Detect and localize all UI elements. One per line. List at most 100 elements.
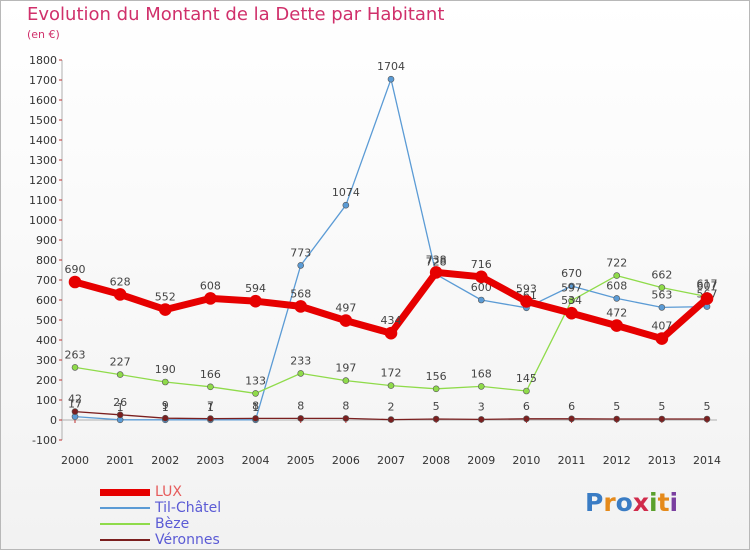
data-label-veronnes: 26 (113, 396, 127, 409)
data-point-beze (71, 364, 79, 371)
data-label-til-chatel: 600 (471, 281, 492, 294)
y-axis-unit: (en €) (27, 28, 60, 41)
data-label-veronnes: 5 (433, 400, 440, 413)
y-tick-label: 1400 (29, 134, 57, 147)
logo-letter: x (632, 488, 649, 517)
x-tick-label: 2003 (196, 454, 224, 467)
data-label-til-chatel: 1 (117, 401, 124, 414)
data-point-lux (113, 288, 127, 301)
y-tick-label: 200 (36, 374, 57, 387)
proxiti-logo: Proxiti (585, 488, 678, 517)
data-point-veronnes (116, 411, 124, 419)
x-tick-label: 2007 (377, 454, 405, 467)
data-point-beze (613, 272, 621, 279)
data-point-lux (655, 332, 669, 345)
data-label-lux: 690 (65, 263, 86, 276)
data-label-veronnes: 5 (658, 400, 665, 413)
data-label-veronnes: 8 (252, 399, 259, 412)
legend-swatch (100, 523, 150, 525)
data-label-beze: 190 (155, 363, 176, 376)
data-point-beze (297, 370, 305, 377)
x-tick-label: 2001 (106, 454, 134, 467)
y-tick-label: 1700 (29, 74, 57, 87)
data-point-veronnes (432, 415, 440, 423)
data-point-til-chatel (613, 295, 621, 302)
data-label-lux: 608 (200, 279, 221, 292)
y-tick-label: 1300 (29, 154, 57, 167)
legend-label: Véronnes (155, 532, 220, 548)
data-label-veronnes: 8 (342, 399, 349, 412)
x-tick-label: 2005 (287, 454, 315, 467)
data-label-veronnes: 9 (162, 399, 169, 412)
y-tick-label: 800 (36, 254, 57, 267)
logo-letter: i (649, 488, 658, 517)
data-point-veronnes (342, 415, 350, 422)
y-tick-label: 300 (36, 354, 57, 367)
data-label-veronnes: 5 (613, 400, 620, 413)
data-point-beze (342, 377, 350, 384)
logo-letter: r (603, 488, 616, 517)
data-point-til-chatel (342, 201, 350, 209)
data-label-veronnes: 5 (704, 400, 711, 413)
data-point-lux (565, 306, 578, 320)
data-label-beze: 722 (606, 257, 627, 270)
data-point-beze (387, 382, 395, 389)
y-tick-label: 100 (36, 394, 57, 407)
y-tick-label: 600 (36, 294, 57, 307)
data-label-beze: 133 (245, 374, 266, 387)
y-tick-label: 500 (36, 314, 57, 327)
data-point-veronnes (161, 414, 169, 422)
legend-swatch (100, 539, 150, 541)
logo-letter: o (615, 488, 633, 517)
data-label-lux: 568 (290, 287, 311, 300)
data-point-beze (568, 297, 575, 304)
logo-letter: i (669, 488, 679, 517)
data-point-lux (474, 270, 488, 284)
data-point-lux (204, 292, 217, 305)
data-label-til-chatel: 773 (290, 246, 311, 259)
data-point-til-chatel (568, 282, 575, 290)
data-label-lux: 472 (606, 307, 627, 320)
data-point-veronnes (658, 415, 666, 423)
data-label-lux: 628 (110, 275, 131, 288)
data-label-til-chatel: 1704 (377, 60, 405, 73)
x-tick-label: 2009 (467, 454, 495, 467)
data-label-veronnes: 3 (478, 400, 485, 413)
data-label-beze: 197 (335, 362, 356, 375)
data-label-veronnes: 42 (68, 393, 82, 406)
data-label-beze: 227 (110, 356, 131, 369)
data-point-lux (249, 294, 262, 308)
data-label-veronnes: 8 (297, 399, 304, 412)
data-label-til-chatel: 1 (207, 401, 214, 414)
data-label-lux: 716 (471, 258, 492, 271)
data-label-til-chatel: 17 (68, 398, 82, 411)
data-label-lux: 594 (245, 282, 266, 295)
data-label-til-chatel: 1074 (332, 186, 360, 199)
x-tick-label: 2000 (61, 454, 89, 467)
data-label-beze: 662 (651, 269, 672, 282)
data-point-til-chatel (387, 75, 395, 83)
x-tick-label: 2014 (693, 454, 721, 467)
data-label-til-chatel: 1 (252, 401, 259, 414)
data-point-lux (339, 314, 353, 327)
y-tick-label: 1800 (29, 54, 57, 67)
x-tick-label: 2002 (151, 454, 179, 467)
data-point-beze (523, 387, 530, 395)
x-tick-label: 2008 (422, 454, 450, 467)
data-point-beze (207, 383, 214, 391)
legend-label: LUX (155, 484, 182, 500)
data-label-lux: 407 (651, 320, 672, 333)
data-point-lux (610, 319, 624, 332)
data-point-lux (294, 300, 308, 313)
data-label-til-chatel: 563 (651, 288, 672, 301)
y-tick-label: -100 (32, 434, 57, 447)
data-point-lux (700, 292, 714, 305)
data-point-veronnes (613, 415, 621, 423)
y-tick-label: 1100 (29, 194, 57, 207)
legend-label: Til-Châtel (155, 500, 222, 516)
y-tick-label: 700 (36, 274, 57, 287)
legend-label: Bèze (155, 516, 190, 532)
data-point-til-chatel (297, 262, 305, 269)
y-tick-label: 1000 (29, 214, 57, 227)
